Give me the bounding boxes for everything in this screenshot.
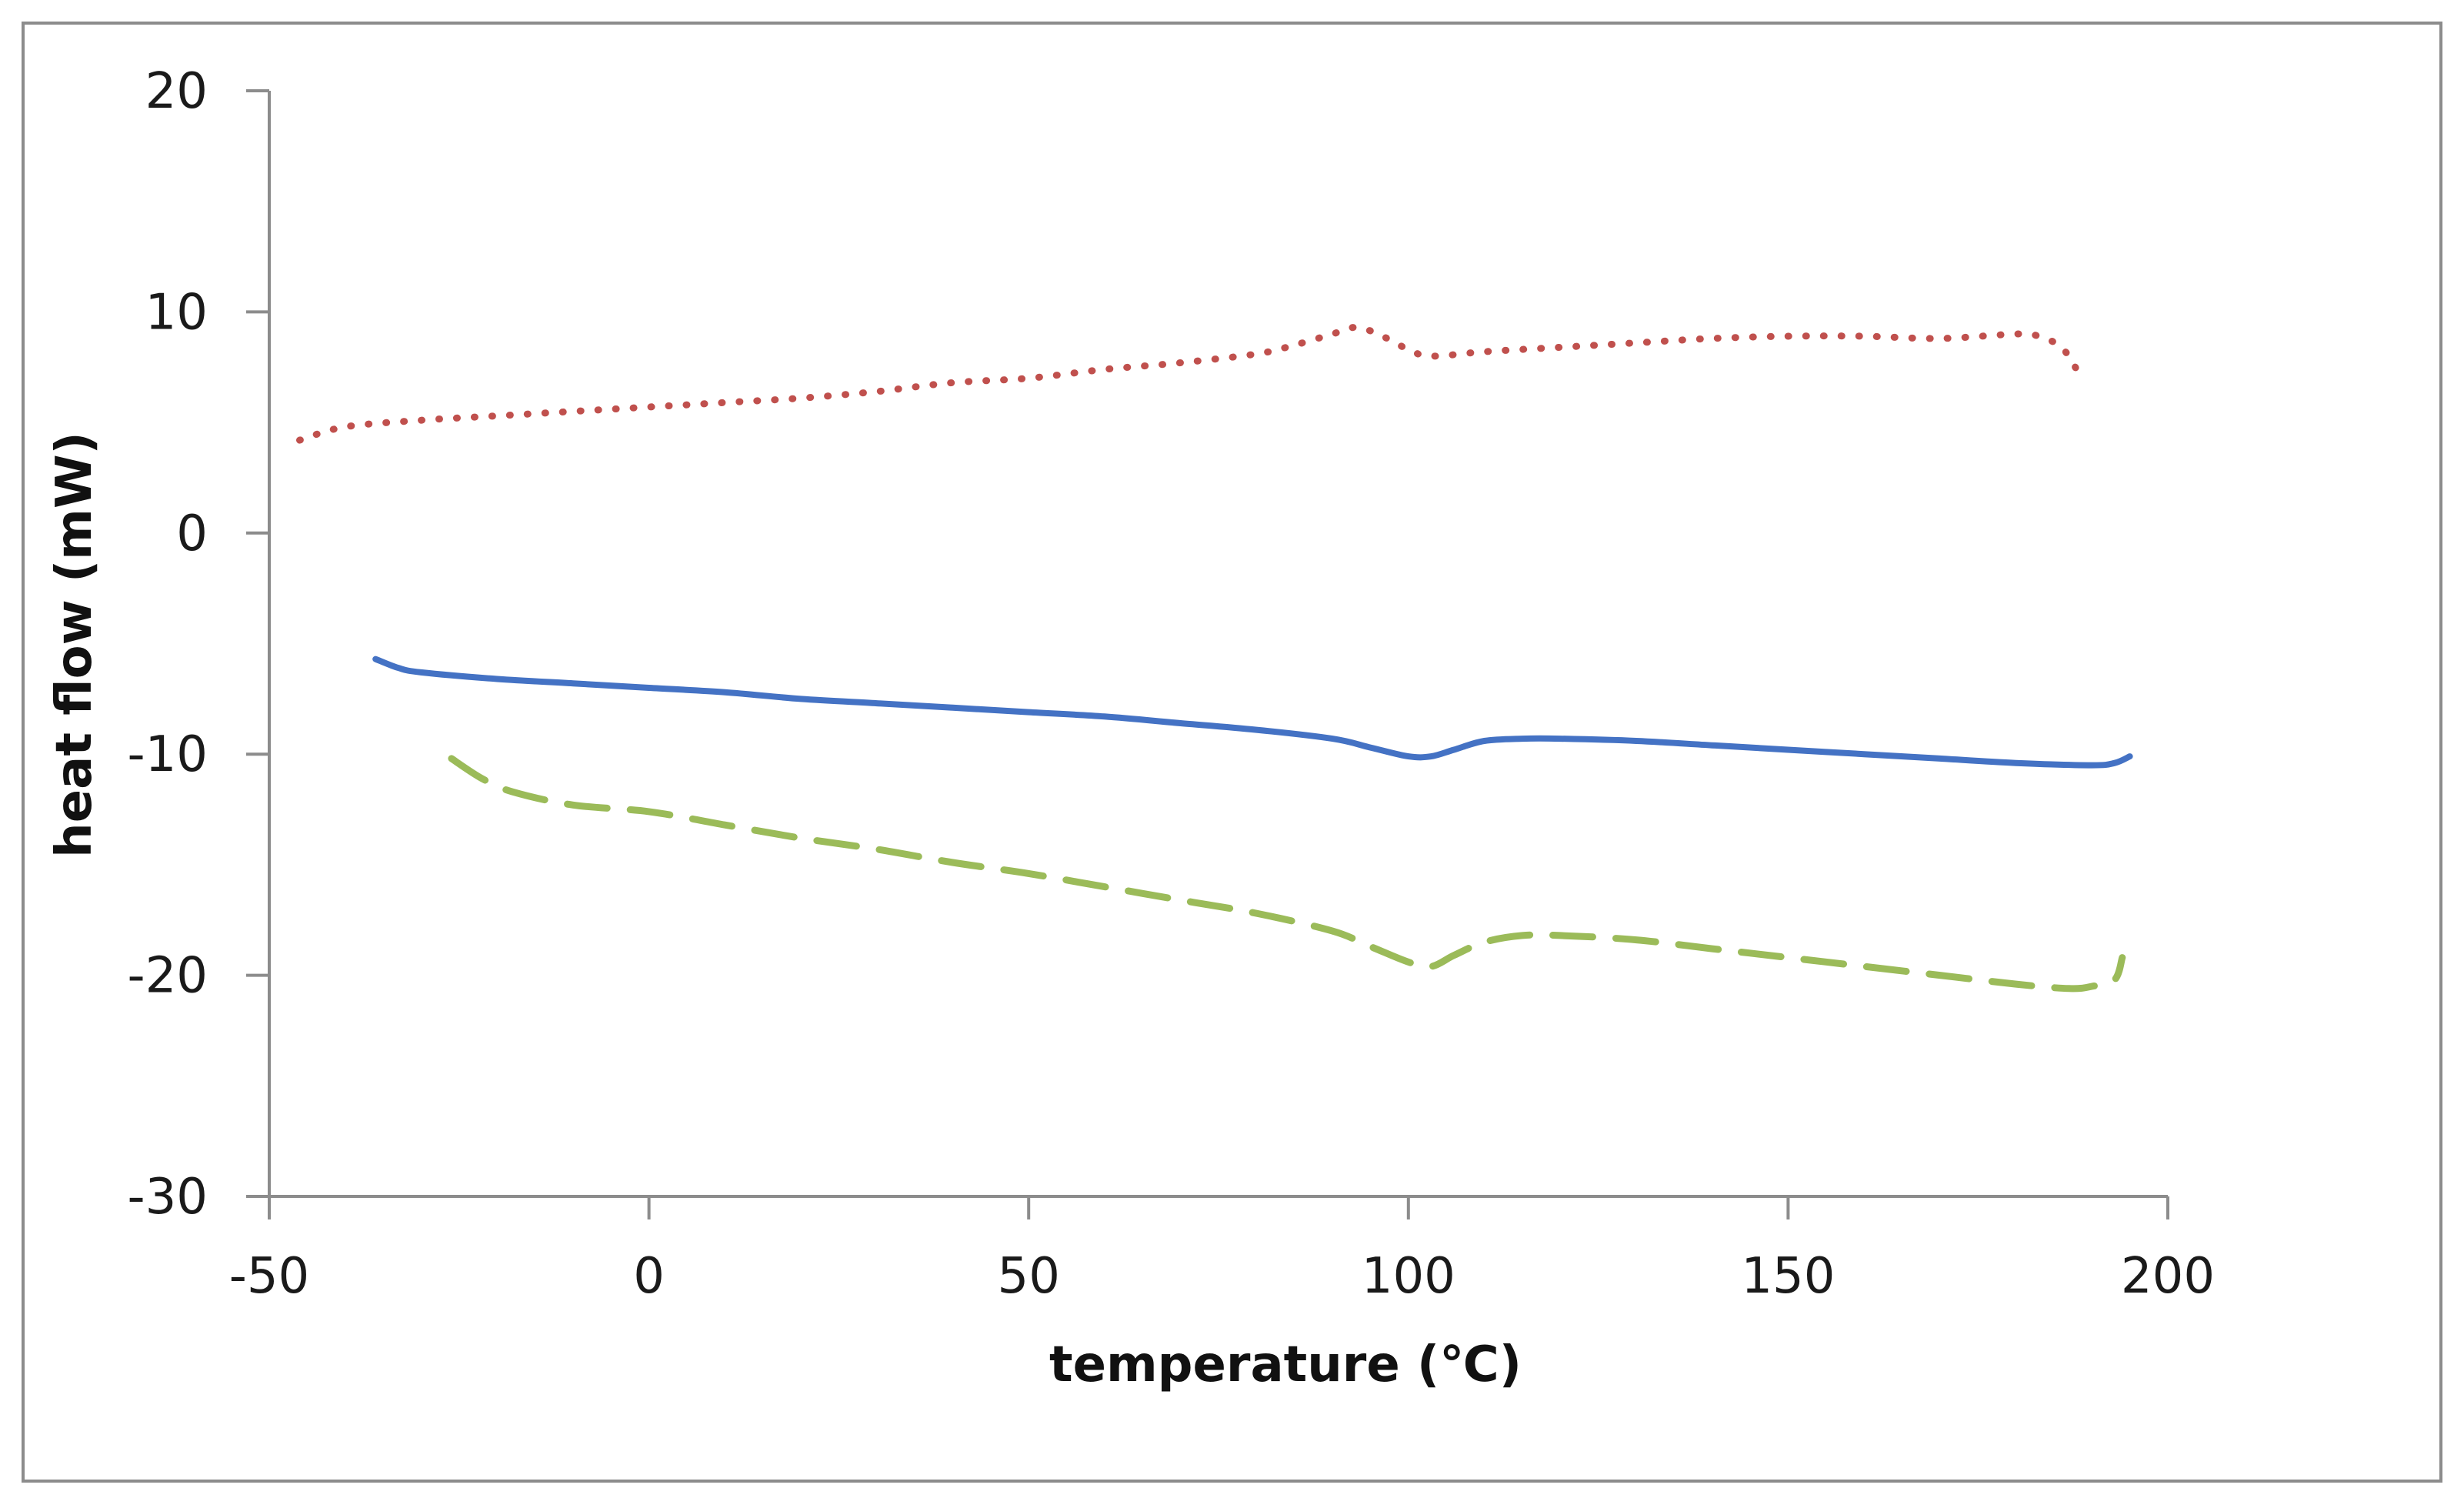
x-tick-label: 0 — [633, 1248, 665, 1305]
series-layer — [296, 324, 2133, 993]
y-tick-label: -10 — [127, 726, 208, 783]
x-tick-label: 150 — [1741, 1248, 1835, 1305]
y-tick-label: 20 — [145, 63, 208, 120]
x-tick-label: 50 — [997, 1248, 1059, 1305]
series-line-dashed — [448, 755, 2126, 993]
y-tick-label: -30 — [127, 1169, 208, 1226]
x-tick-label: 100 — [1362, 1248, 1455, 1305]
y-tick-label: 0 — [176, 505, 208, 562]
x-tick-label: 200 — [2121, 1248, 2215, 1305]
x-tick-label: -50 — [229, 1248, 310, 1305]
axes — [246, 89, 2169, 1219]
series-line-dotted — [296, 324, 2080, 444]
series-line-solid — [372, 656, 2133, 769]
y-axis-title: heat flow (mW) — [46, 432, 103, 858]
y-tick-label: -20 — [127, 948, 208, 1005]
y-tick-label: 10 — [145, 284, 208, 341]
tick-labels: -30 -20 -10 0 10 20 -50 0 50 100 150 200 — [127, 63, 2215, 1305]
chart-frame — [22, 22, 2442, 1483]
x-axis-title: temperature (℃) — [1049, 1336, 1522, 1393]
